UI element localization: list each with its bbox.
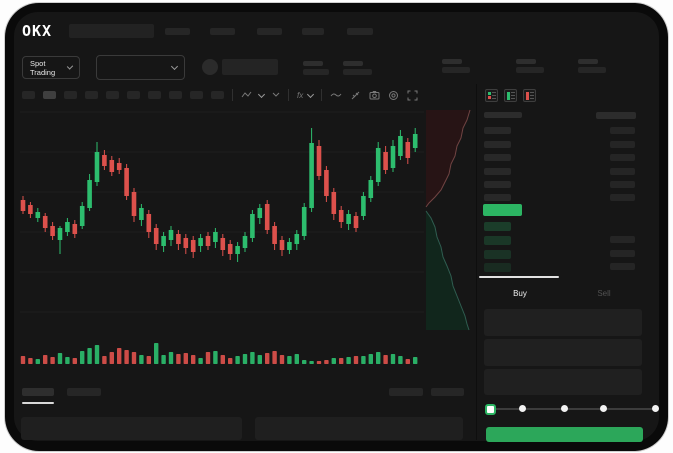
ask-price-cell[interactable] [484,127,511,134]
tab-sell[interactable]: Sell [597,289,611,298]
interval-button-3[interactable] [64,91,77,99]
slider-handle[interactable] [485,404,496,415]
nav-item-5[interactable] [347,28,373,35]
interval-button-6[interactable] [127,91,140,99]
bottom-panel-1 [21,417,242,440]
indicators-icon[interactable]: fx [297,90,315,100]
bid-amount-cell[interactable] [610,250,635,257]
camera-icon[interactable] [369,90,380,100]
interval-button-9[interactable] [190,91,203,99]
nav-item-4[interactable] [302,28,324,35]
amount-input[interactable] [484,339,642,366]
bottom-panel-2 [255,417,463,440]
interval-dropdown-icon[interactable] [272,91,280,99]
chevron-down-icon [170,62,179,71]
tab-buy[interactable]: Buy [513,289,527,298]
orderbook-bids-view-icon[interactable] [504,89,517,102]
chevron-down-icon [66,63,74,70]
ticker-stat-3 [442,59,470,73]
interval-button-8[interactable] [169,91,182,99]
last-price-badge[interactable] [483,204,522,216]
nav-item-3[interactable] [257,28,282,35]
pair-dropdown[interactable] [96,55,185,80]
orderbook-view-switcher [485,89,536,102]
chart-toolbar: fx [22,89,418,101]
ask-price-cell[interactable] [484,181,511,188]
ask-price-cell[interactable] [484,194,511,201]
bid-price-cell[interactable] [484,222,511,231]
ticker-stat-5 [578,59,606,73]
divider [288,89,289,101]
interval-button-10[interactable] [211,91,224,99]
total-input[interactable] [484,369,642,395]
ask-price-cell[interactable] [484,168,511,175]
chart-type-icon[interactable] [241,90,266,100]
orderbook-combined-view-icon[interactable] [485,89,498,102]
slider-stop-dot[interactable] [652,405,659,412]
interval-button-5[interactable] [106,91,119,99]
bottom-action-1[interactable] [389,388,423,396]
bid-amount-cell[interactable] [610,263,635,270]
bid-price-cell[interactable] [484,250,511,259]
ask-price-cell[interactable] [484,141,511,148]
chevron-down-icon [257,90,266,98]
search-input[interactable] [69,24,154,38]
ticker-stat-1 [303,61,329,75]
divider [321,89,323,101]
amount-slider[interactable] [485,404,659,415]
orderbook-amount-header [596,112,636,119]
settings-icon[interactable] [388,90,399,101]
bid-price-cell[interactable] [484,236,511,245]
bottom-tab-1-active[interactable] [22,388,54,396]
interval-button-1[interactable] [22,91,35,99]
ask-amount-cell[interactable] [610,168,635,175]
ask-amount-cell[interactable] [610,127,635,134]
nav-item-2[interactable] [210,28,235,35]
measure-icon[interactable] [350,90,361,101]
bid-amount-cell[interactable] [610,236,635,243]
ask-amount-cell[interactable] [610,141,635,148]
orderbook-price-header [484,112,522,118]
bottom-action-2[interactable] [431,388,464,396]
pair-name-placeholder [222,59,278,75]
ask-price-cell[interactable] [484,154,511,161]
market-type-label: Spot Trading [30,58,56,77]
ask-amount-cell[interactable] [610,181,635,188]
bottom-tab-underline [22,402,54,404]
pair-avatar [202,59,218,75]
bid-price-cell[interactable] [484,263,511,272]
ticker-stat-4 [516,59,544,73]
buy-submit-button[interactable] [486,427,643,442]
interval-button-7[interactable] [148,91,161,99]
slider-stop-dot[interactable] [519,405,526,412]
orderbook-asks-view-icon[interactable] [523,89,536,102]
nav-item-1[interactable] [165,28,190,35]
ticker-stat-2 [343,61,372,75]
panel-divider [476,84,477,440]
ask-amount-cell[interactable] [610,154,635,161]
line-tool-icon[interactable] [330,91,342,99]
slider-stop-dot[interactable] [561,405,568,412]
okx-logo[interactable]: OKX [22,22,53,40]
interval-button-4[interactable] [85,91,98,99]
fullscreen-icon[interactable] [407,90,418,101]
ask-amount-cell[interactable] [610,194,635,201]
interval-button-2-active[interactable] [43,91,56,99]
market-type-dropdown[interactable]: Spot Trading [22,56,80,79]
active-tab-indicator [479,276,559,278]
bottom-tab-2[interactable] [67,388,101,396]
slider-stop-dot[interactable] [600,405,607,412]
price-input[interactable] [484,309,642,336]
divider [232,89,233,101]
chevron-down-icon [307,90,315,98]
